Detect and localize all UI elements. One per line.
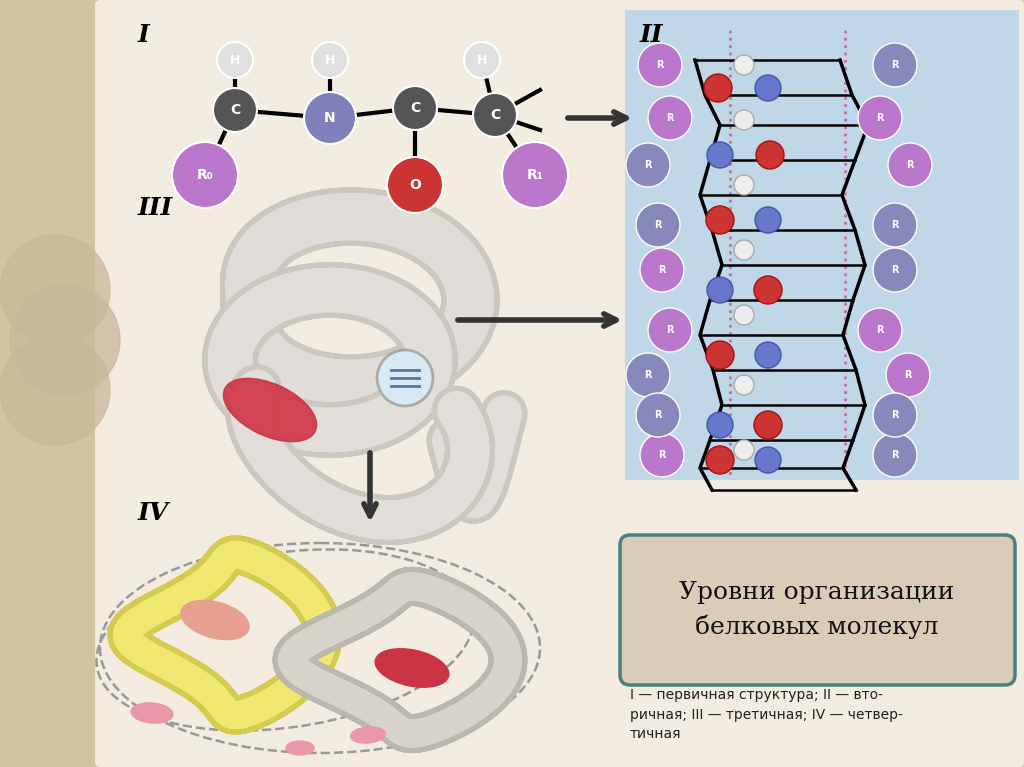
Circle shape	[304, 92, 356, 144]
Ellipse shape	[181, 601, 249, 640]
Circle shape	[888, 143, 932, 187]
Circle shape	[734, 440, 754, 460]
Text: H: H	[229, 54, 241, 67]
Text: R: R	[654, 410, 662, 420]
Text: I — первичная структура; II — вто-
ричная; III — третичная; IV — четвер-
тичная: I — первичная структура; II — вто- рична…	[630, 688, 903, 741]
FancyBboxPatch shape	[620, 535, 1015, 685]
Circle shape	[626, 353, 670, 397]
Circle shape	[640, 248, 684, 292]
Circle shape	[734, 375, 754, 395]
Circle shape	[636, 203, 680, 247]
Text: O: O	[409, 178, 421, 192]
FancyBboxPatch shape	[625, 10, 1019, 480]
Text: R: R	[891, 410, 899, 420]
Circle shape	[172, 142, 238, 208]
Text: R: R	[644, 160, 651, 170]
Text: III: III	[138, 196, 173, 220]
Circle shape	[377, 350, 433, 406]
Circle shape	[707, 412, 733, 438]
Circle shape	[734, 175, 754, 195]
Circle shape	[754, 276, 782, 304]
Circle shape	[706, 446, 734, 474]
Text: N: N	[325, 111, 336, 125]
Text: R: R	[644, 370, 651, 380]
Text: R: R	[658, 450, 666, 460]
Circle shape	[640, 433, 684, 477]
FancyBboxPatch shape	[95, 0, 1024, 767]
Circle shape	[217, 42, 253, 78]
Circle shape	[858, 96, 902, 140]
Text: R: R	[667, 325, 674, 335]
Circle shape	[734, 110, 754, 130]
Circle shape	[754, 411, 782, 439]
Circle shape	[873, 433, 918, 477]
Circle shape	[0, 235, 110, 345]
Ellipse shape	[229, 384, 311, 436]
Text: R: R	[656, 60, 664, 70]
Text: C: C	[229, 103, 240, 117]
Circle shape	[706, 341, 734, 369]
Circle shape	[707, 277, 733, 303]
Circle shape	[648, 308, 692, 352]
Ellipse shape	[286, 741, 314, 755]
Circle shape	[755, 447, 781, 473]
Circle shape	[648, 96, 692, 140]
Text: R: R	[654, 220, 662, 230]
Text: R: R	[891, 220, 899, 230]
Circle shape	[734, 305, 754, 325]
Circle shape	[755, 342, 781, 368]
Circle shape	[707, 142, 733, 168]
Circle shape	[706, 206, 734, 234]
Ellipse shape	[375, 649, 449, 687]
Circle shape	[873, 248, 918, 292]
Circle shape	[734, 240, 754, 260]
Text: R: R	[891, 265, 899, 275]
Text: R: R	[658, 265, 666, 275]
Circle shape	[636, 393, 680, 437]
Circle shape	[755, 207, 781, 233]
Circle shape	[886, 353, 930, 397]
Text: R₁: R₁	[526, 168, 544, 182]
Circle shape	[705, 74, 732, 102]
Circle shape	[626, 143, 670, 187]
Text: C: C	[410, 101, 420, 115]
Circle shape	[734, 55, 754, 75]
Circle shape	[213, 88, 257, 132]
Text: Уровни организации
белковых молекул: Уровни организации белковых молекул	[679, 581, 954, 639]
Circle shape	[0, 335, 110, 445]
Text: R: R	[891, 450, 899, 460]
Ellipse shape	[350, 727, 385, 743]
Text: R: R	[877, 325, 884, 335]
Circle shape	[473, 93, 517, 137]
Circle shape	[873, 203, 918, 247]
Ellipse shape	[223, 378, 316, 442]
Text: H: H	[477, 54, 487, 67]
Circle shape	[464, 42, 500, 78]
Circle shape	[502, 142, 568, 208]
Text: IV: IV	[138, 501, 169, 525]
Text: H: H	[325, 54, 335, 67]
Circle shape	[858, 308, 902, 352]
Circle shape	[873, 43, 918, 87]
Circle shape	[312, 42, 348, 78]
Text: R: R	[667, 113, 674, 123]
Circle shape	[638, 43, 682, 87]
Text: R₀: R₀	[197, 168, 213, 182]
Text: C: C	[489, 108, 500, 122]
Circle shape	[756, 141, 784, 169]
Circle shape	[10, 285, 120, 395]
Circle shape	[387, 157, 443, 213]
Circle shape	[873, 393, 918, 437]
Ellipse shape	[131, 703, 173, 723]
Text: I: I	[138, 23, 150, 47]
Circle shape	[755, 75, 781, 101]
Text: R: R	[877, 113, 884, 123]
Text: II: II	[640, 23, 664, 47]
Text: R: R	[906, 160, 913, 170]
Text: R: R	[891, 60, 899, 70]
Circle shape	[393, 86, 437, 130]
Text: R: R	[904, 370, 911, 380]
